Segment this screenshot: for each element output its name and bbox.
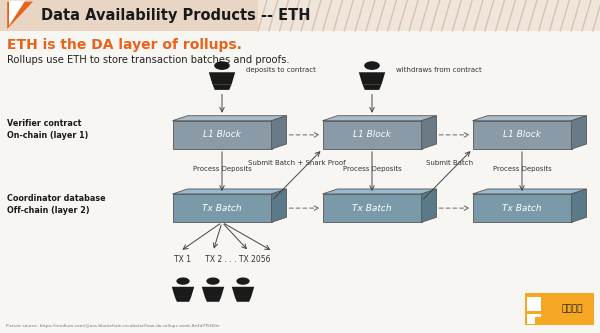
Text: Process Deposits: Process Deposits [343, 166, 401, 172]
FancyBboxPatch shape [525, 293, 594, 325]
Polygon shape [173, 189, 287, 194]
Polygon shape [173, 121, 271, 149]
Polygon shape [209, 72, 235, 84]
Circle shape [214, 61, 230, 70]
Polygon shape [235, 297, 251, 302]
FancyBboxPatch shape [527, 297, 541, 311]
Polygon shape [323, 116, 437, 121]
Polygon shape [271, 116, 287, 149]
Text: Picture source: https://medium.com/@ura-blockchain-incubator/how-do-rollups-work: Picture source: https://medium.com/@ura-… [6, 324, 220, 328]
Polygon shape [323, 189, 437, 194]
Polygon shape [473, 194, 571, 222]
Circle shape [364, 61, 380, 70]
Text: L1 Block: L1 Block [503, 130, 541, 140]
Polygon shape [323, 121, 421, 149]
Text: Coordinator database
Off-chain (layer 2): Coordinator database Off-chain (layer 2) [7, 194, 106, 215]
Polygon shape [571, 189, 587, 222]
Text: ETH is the DA layer of rollups.: ETH is the DA layer of rollups. [7, 38, 242, 52]
Text: Tx Batch: Tx Batch [502, 203, 542, 213]
Text: Rollups use ETH to store transaction batches and proofs.: Rollups use ETH to store transaction bat… [7, 55, 290, 65]
Polygon shape [271, 189, 287, 222]
Circle shape [176, 277, 190, 285]
Polygon shape [571, 116, 587, 149]
Polygon shape [202, 287, 224, 297]
FancyBboxPatch shape [258, 0, 600, 31]
Text: Tx Batch: Tx Batch [202, 203, 242, 213]
Polygon shape [9, 1, 25, 26]
Polygon shape [173, 116, 287, 121]
Polygon shape [473, 116, 587, 121]
Polygon shape [421, 189, 437, 222]
FancyBboxPatch shape [535, 317, 541, 324]
Text: Process Deposits: Process Deposits [193, 166, 251, 172]
Text: Submit Batch: Submit Batch [427, 160, 473, 166]
Circle shape [236, 277, 250, 285]
Polygon shape [212, 84, 232, 90]
FancyBboxPatch shape [0, 0, 258, 31]
Polygon shape [232, 287, 254, 297]
Text: Process Deposits: Process Deposits [493, 166, 551, 172]
Text: L1 Block: L1 Block [353, 130, 391, 140]
Polygon shape [473, 189, 587, 194]
Polygon shape [362, 84, 382, 90]
Polygon shape [172, 287, 194, 297]
Text: 金色财经: 金色财经 [561, 304, 583, 314]
Text: L1 Block: L1 Block [203, 130, 241, 140]
FancyBboxPatch shape [527, 314, 541, 324]
Text: Submit Batch + Snark Proof: Submit Batch + Snark Proof [248, 160, 346, 166]
Polygon shape [173, 194, 271, 222]
Polygon shape [7, 2, 33, 29]
Text: Verifier contract
On-chain (layer 1): Verifier contract On-chain (layer 1) [7, 119, 89, 140]
Text: withdraws from contract: withdraws from contract [396, 67, 482, 73]
Polygon shape [421, 116, 437, 149]
Polygon shape [323, 194, 421, 222]
Text: TX 1      TX 2 . . . TX 2056: TX 1 TX 2 . . . TX 2056 [174, 255, 270, 264]
Text: Data Availability Products -- ETH: Data Availability Products -- ETH [41, 8, 310, 23]
Polygon shape [473, 121, 571, 149]
Polygon shape [175, 297, 191, 302]
Text: Tx Batch: Tx Batch [352, 203, 392, 213]
Circle shape [206, 277, 220, 285]
Polygon shape [205, 297, 221, 302]
Text: deposits to contract: deposits to contract [246, 67, 316, 73]
Polygon shape [359, 72, 385, 84]
